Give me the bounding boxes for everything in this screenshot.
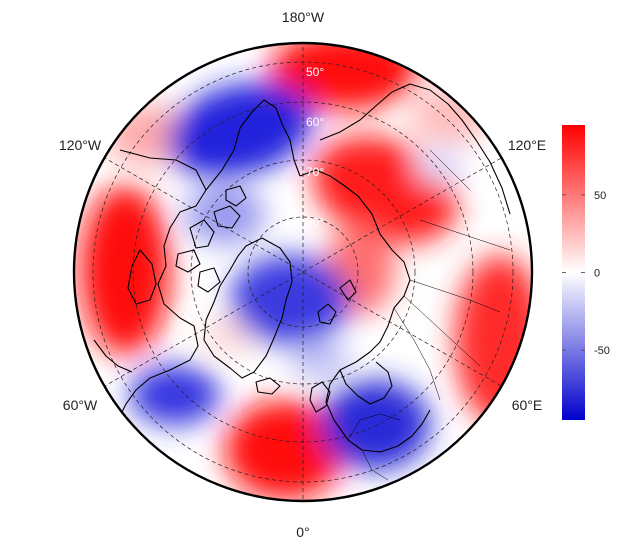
country-borders	[347, 149, 511, 481]
colorbar-tick-label: 0	[594, 268, 600, 280]
colorbar-tick-label: 50	[594, 190, 606, 202]
graticule	[92, 43, 514, 501]
lat-label-60: 60°	[306, 115, 324, 129]
lon-label-60e: 60°E	[512, 397, 543, 413]
lon-label-60w: 60°W	[63, 397, 98, 413]
siberia-coast	[299, 83, 511, 353]
map-boundary	[72, 41, 534, 503]
lon-label-120e: 120°E	[508, 137, 546, 153]
hudson-bay-coast	[127, 249, 157, 305]
north-america-coast	[93, 149, 207, 421]
lon-label-120w: 120°W	[59, 137, 102, 153]
colorbar-gradient	[562, 125, 585, 420]
lat-label-80: 80°	[306, 215, 324, 229]
coastlines	[93, 83, 511, 481]
colorbar-ticks: 50 0 -50	[562, 190, 610, 357]
lon-label-0: 0°	[296, 524, 309, 540]
lon-label-180w: 180°W	[282, 9, 325, 25]
alaska-coast	[205, 99, 301, 191]
colorbar-tick-label: -50	[594, 345, 610, 357]
lat-label-50: 50°	[306, 65, 324, 79]
lat-label-70: 70°	[306, 165, 324, 179]
arctic-islands-coast	[317, 279, 357, 325]
greenland-coast	[203, 237, 293, 379]
iceland-uk-coast	[255, 377, 331, 413]
canadian-archipelago	[175, 185, 247, 293]
colorbar: 50 0 -50	[562, 125, 610, 420]
